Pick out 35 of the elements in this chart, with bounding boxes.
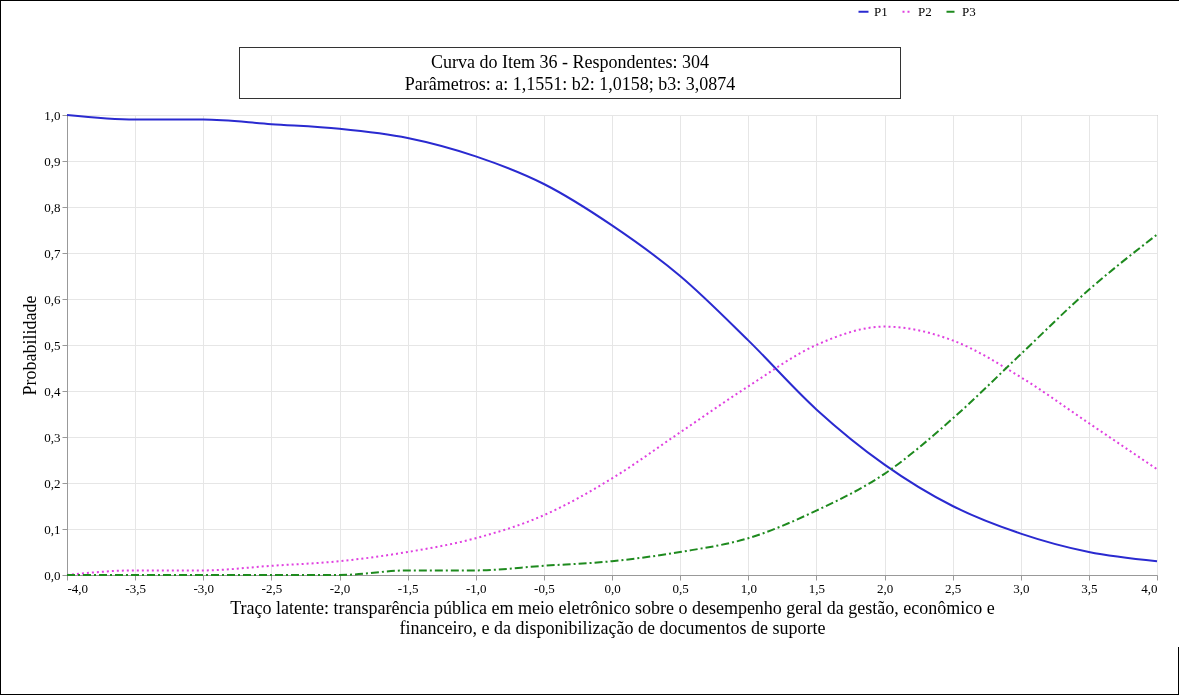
x-tick-label: -3,0 xyxy=(193,580,215,596)
x-tick-label: -2,5 xyxy=(261,580,283,596)
x-tick-label: 0,0 xyxy=(604,580,621,596)
x-tick-label: 2,5 xyxy=(945,580,962,596)
x-tick-label: 1,5 xyxy=(808,580,825,596)
x-tick-label: -2,0 xyxy=(329,580,351,596)
y-tick-label: 0,4 xyxy=(44,383,61,399)
y-tick-label: 0,7 xyxy=(44,245,61,261)
y-tick-label: 0,6 xyxy=(44,291,61,307)
y-tick-label: 0,2 xyxy=(44,475,61,491)
text: Parâmetros: a: 1,1551: b2: 1,0158; b3: 3,0874 xyxy=(404,74,736,94)
x-tick-label: 3,0 xyxy=(1013,580,1030,596)
y-tick-label: 0,3 xyxy=(44,429,61,445)
y-tick-label: 0,1 xyxy=(44,521,61,537)
x-tick-label: 2,0 xyxy=(876,580,894,596)
x-tick-label: -3,5 xyxy=(125,580,146,596)
y-axis-title: Probabilidade xyxy=(20,295,41,396)
legend-label: P1 xyxy=(874,3,888,19)
x-tick-label: -4,0 xyxy=(67,580,89,596)
y-tick-label: 0,8 xyxy=(44,199,61,215)
text: Curva do Item 36 - Respondentes: 304 xyxy=(431,52,709,72)
x-axis-title: Traço latente: transparência pública em meio eletrônico sobre o desempenho geral da gestão, econômico e financeiro, e da disponibilização de documentos de suporte xyxy=(230,597,995,638)
x-tick-label: -1,5 xyxy=(397,580,419,596)
y-tick-label: 0,9 xyxy=(44,153,61,169)
x-tick-label: 4,0 xyxy=(1141,580,1158,596)
x-tick-label: -1,0 xyxy=(465,580,487,596)
x-tick-label: -0,5 xyxy=(534,580,555,596)
y-tick-label: 1,0 xyxy=(44,107,61,123)
y-tick-label: 0,0 xyxy=(44,567,61,583)
y-tick-label: 0,5 xyxy=(44,337,61,353)
legend-label: P3 xyxy=(962,3,976,19)
legend-label: P2 xyxy=(918,3,932,19)
x-tick-label: 1,0 xyxy=(740,580,757,596)
x-tick-label: 3,5 xyxy=(1081,580,1098,596)
x-tick-label: 0,5 xyxy=(672,580,689,596)
